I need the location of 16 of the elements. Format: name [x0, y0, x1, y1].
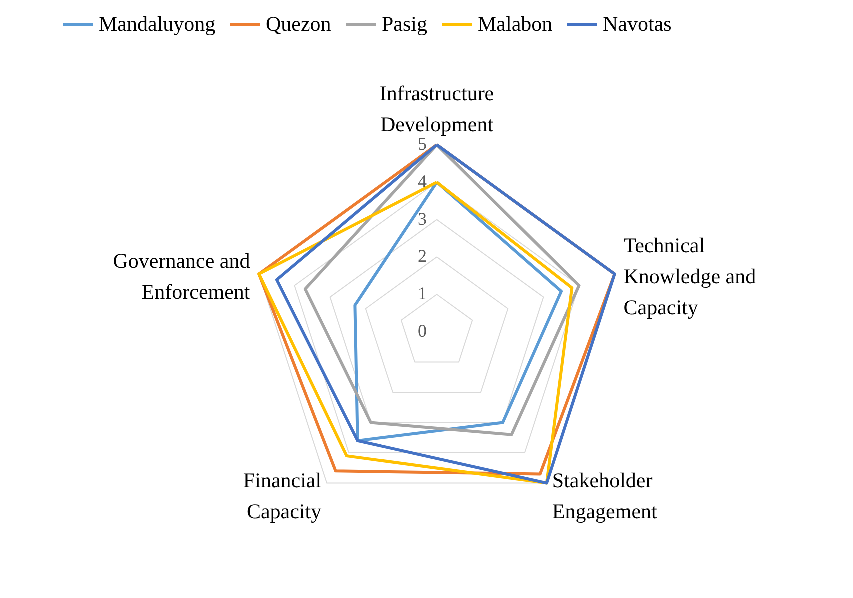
- spoke-label: Infrastructure Development: [380, 82, 494, 137]
- legend-label: Mandaluyong: [99, 12, 216, 36]
- spoke-label: Stakeholder Engagement: [552, 468, 658, 524]
- y-tick-label: 3: [418, 208, 427, 229]
- y-tick-label: 4: [418, 171, 427, 192]
- legend-label: Malabon: [478, 12, 554, 36]
- y-tick-label: 2: [418, 246, 427, 266]
- y-tick-label: 5: [418, 134, 427, 154]
- y-tick-label: 0: [418, 321, 427, 341]
- legend-label: Quezon: [266, 12, 332, 36]
- spoke-label: Governance and Enforcement: [113, 248, 251, 304]
- legend-label: Pasig: [382, 12, 428, 36]
- legend-label: Navotas: [603, 12, 672, 36]
- spoke-label: Financial Capacity: [243, 468, 322, 524]
- spoke-label: Technical Knowledge and Capacity: [624, 233, 757, 320]
- y-tick-label: 1: [418, 284, 427, 304]
